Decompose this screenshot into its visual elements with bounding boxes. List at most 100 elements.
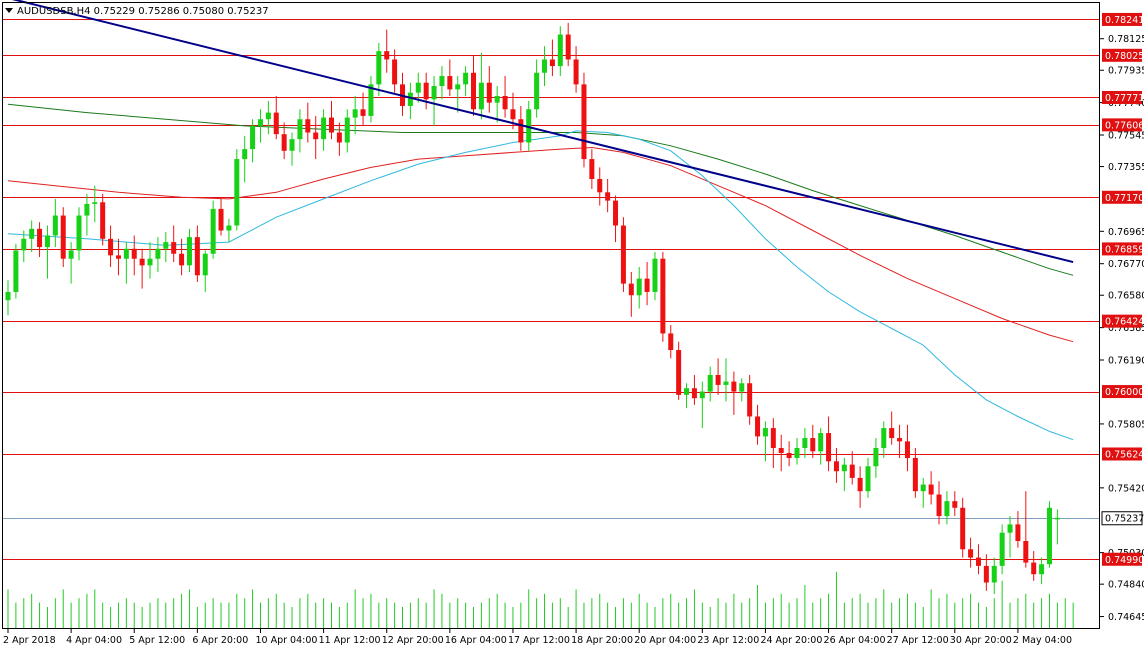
candle-body	[794, 448, 800, 458]
candle	[60, 207, 66, 268]
candle	[344, 109, 350, 153]
candle	[407, 82, 413, 120]
candle	[321, 109, 327, 151]
candle	[628, 271, 634, 317]
candle	[84, 193, 90, 236]
candle-body	[423, 82, 429, 100]
candle-body	[636, 278, 642, 296]
candle-body	[29, 228, 35, 239]
candle-body	[684, 388, 690, 395]
candle-body	[620, 225, 626, 284]
candle	[76, 207, 82, 261]
candle	[313, 115, 319, 160]
candle	[644, 262, 650, 306]
level-price-label: 0.76859	[1105, 244, 1144, 255]
candle	[273, 95, 279, 140]
candle-body	[881, 428, 887, 449]
candle	[1046, 501, 1052, 568]
candle	[328, 100, 334, 140]
candle-body	[494, 95, 500, 103]
candle-body	[904, 441, 910, 458]
candle	[770, 418, 776, 468]
candle-body	[313, 132, 319, 140]
candle	[652, 252, 658, 301]
candle	[115, 238, 121, 276]
candle-body	[952, 501, 958, 508]
candle	[376, 42, 382, 96]
y-tick-label: 0.74840	[1108, 580, 1144, 591]
candle	[423, 72, 429, 110]
level-price-box	[1102, 447, 1142, 461]
x-tick-label: 2 Apr 2018	[3, 635, 56, 646]
y-tick-label: 0.76190	[1108, 356, 1144, 367]
candle-body	[960, 507, 966, 550]
x-tick-label: 26 Apr 04:00	[824, 635, 886, 646]
candle-body	[1046, 507, 1052, 565]
candle-body	[1031, 562, 1037, 575]
y-tick-label: 0.77355	[1108, 162, 1144, 173]
candle	[849, 451, 855, 485]
candle-body	[305, 119, 311, 133]
chart-header: AUDUSDSB,H4 0.75229 0.75286 0.75080 0.75…	[5, 6, 269, 17]
candle	[447, 59, 453, 96]
dropdown-triangle-icon[interactable]	[5, 8, 13, 13]
candle-body	[968, 549, 974, 558]
candle-body	[786, 452, 792, 458]
candle-body	[668, 333, 674, 351]
candle	[392, 49, 398, 93]
candle-body	[865, 466, 871, 492]
candle-body	[802, 438, 808, 449]
candle	[478, 52, 484, 120]
candle-body	[234, 159, 240, 226]
candle-body	[297, 119, 303, 140]
moving-averages	[7, 103, 1074, 441]
candle	[368, 76, 374, 123]
level-price-labels: 0.78241 0.78025 0.77771 0.77606 0.77170 0.768…	[1101, 12, 1144, 566]
candle	[147, 242, 153, 279]
x-tick-label: 23 Apr 12:00	[697, 635, 759, 646]
candle-body	[431, 86, 437, 100]
candle-body	[999, 532, 1005, 566]
candle-body	[281, 134, 287, 151]
candle	[1015, 511, 1021, 548]
candles	[5, 22, 1060, 595]
candle	[1023, 491, 1029, 568]
candle	[1031, 550, 1037, 581]
candle-body	[534, 72, 540, 110]
level-price-label: 0.77771	[1105, 93, 1144, 104]
x-tick-label: 11 Apr 12:00	[319, 635, 381, 646]
candle-body	[463, 72, 469, 85]
moving-average-fast	[7, 130, 1074, 441]
candle	[250, 119, 256, 163]
candle	[573, 46, 579, 93]
candle-body	[115, 255, 121, 259]
candle	[415, 72, 421, 103]
candle-body	[1007, 524, 1013, 533]
x-tick-label: 4 Apr 04:00	[66, 635, 122, 646]
candle-body	[589, 159, 595, 180]
candle-body	[242, 149, 248, 160]
candle	[13, 243, 19, 299]
candle-body	[1039, 564, 1045, 575]
candle	[92, 185, 98, 223]
symbol-info-text: AUDUSDSB,H4 0.75229 0.75286 0.75080 0.75…	[17, 6, 269, 17]
candle	[936, 481, 942, 525]
candle-body	[502, 95, 508, 110]
candle	[581, 72, 587, 168]
x-tick-label: 18 Apr 20:00	[571, 635, 633, 646]
candle-body	[841, 464, 847, 472]
candle	[605, 179, 611, 213]
candle-body	[755, 416, 761, 437]
candle-body	[818, 433, 824, 452]
candle	[660, 252, 666, 342]
level-price-label: 0.77170	[1105, 193, 1144, 204]
candle	[802, 428, 808, 458]
candle	[218, 198, 224, 236]
y-tick-label: 0.77545	[1108, 131, 1144, 142]
candle-body	[849, 464, 855, 478]
candle-body	[186, 237, 192, 266]
candle-body	[68, 250, 74, 259]
candle-body	[549, 59, 555, 67]
